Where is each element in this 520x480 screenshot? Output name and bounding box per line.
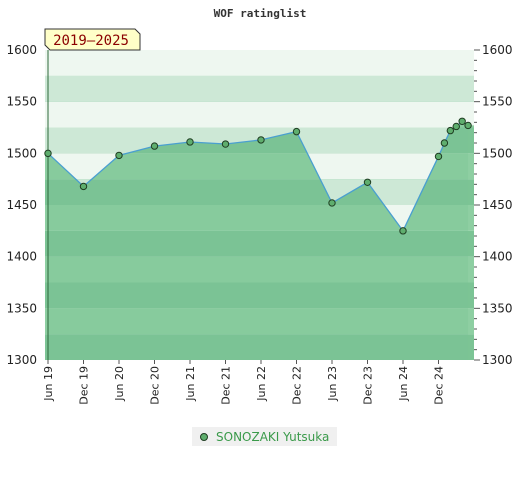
x-tick-label: Jun 21 — [184, 366, 197, 402]
rating-point — [434, 152, 443, 161]
x-tick-label: Dec 24 — [433, 366, 446, 405]
rating-point — [150, 142, 159, 150]
rating-point — [399, 227, 407, 235]
band-upper — [45, 127, 474, 154]
rating-area-fill — [48, 121, 469, 360]
x-tick-label: Dec 21 — [220, 366, 233, 405]
rating-point — [446, 126, 455, 135]
y-tick-label-right: 1500 — [482, 146, 513, 160]
band-upper — [45, 75, 474, 102]
rating-markers — [44, 117, 472, 235]
rating-point — [257, 136, 265, 144]
band-lower — [45, 334, 474, 360]
period-badge: 2019–2025 — [44, 28, 141, 51]
rating-point — [115, 151, 123, 160]
x-tick-label: Dec 22 — [291, 366, 304, 405]
y-tick-label-right: 1350 — [482, 301, 513, 315]
y-tick-label-left: 1300 — [6, 353, 37, 367]
y-tick-label-left: 1550 — [6, 95, 37, 109]
band-upper — [45, 101, 474, 128]
y-tick-label-right: 1450 — [482, 198, 513, 212]
y-tick-label-right: 1400 — [482, 250, 513, 264]
y-tick-label-left: 1500 — [6, 146, 37, 160]
band-lower — [45, 308, 474, 335]
x-tick-label: Dec 23 — [362, 366, 375, 405]
y-tick-label-left: 1350 — [6, 301, 37, 315]
chart-title: WOF ratinglist — [214, 7, 307, 20]
rating-point — [186, 138, 194, 146]
rating-point — [440, 139, 449, 147]
left-y-axis: 1300 1350 1400 1450 1500 1550 1600 — [6, 43, 37, 367]
x-tick-label: Jun 24 — [397, 366, 410, 402]
y-tick-label-left: 1600 — [6, 43, 37, 57]
band-lower — [45, 282, 474, 309]
band-lower — [45, 230, 474, 257]
rating-point — [221, 140, 230, 148]
y-tick-label-left: 1450 — [6, 198, 37, 212]
rating-point — [44, 149, 52, 158]
x-tick-label: Dec 19 — [78, 366, 91, 405]
rating-point — [328, 199, 336, 207]
legend: SONOZAKI Yutsuka — [192, 427, 338, 446]
y-tick-label-left: 1400 — [6, 250, 37, 264]
rating-point — [363, 178, 372, 186]
x-tick-label: Jun 20 — [113, 366, 126, 402]
band-lower — [45, 256, 474, 283]
x-tick-label: Dec 20 — [149, 366, 162, 405]
y-tick-label-right: 1600 — [482, 43, 513, 57]
y-tick-label-right: 1300 — [482, 353, 513, 367]
x-tick-label: Jun 22 — [255, 366, 268, 402]
rating-point — [79, 182, 88, 191]
band-upper — [45, 50, 474, 76]
rating-point — [464, 121, 472, 130]
x-axis: Jun 19 Dec 19 Jun 20 Dec 20 Jun 21 Dec 21 Jun … — [42, 360, 446, 405]
y-tick-label-right: 1550 — [482, 95, 513, 109]
legend-marker-icon — [200, 432, 208, 441]
rating-point — [452, 122, 460, 131]
right-y-axis: 1300 1350 1400 1450 1500 1550 1600 — [474, 43, 513, 367]
x-tick-label: Jun 19 — [42, 366, 55, 402]
rating-point — [292, 127, 301, 136]
x-tick-label: Jun 23 — [326, 366, 339, 402]
rating-point — [458, 117, 466, 126]
band-upper — [45, 153, 474, 180]
legend-series-name: SONOZAKI Yutsuka — [216, 429, 330, 444]
background-bands — [45, 50, 474, 360]
period-label: 2019–2025 — [53, 33, 129, 49]
